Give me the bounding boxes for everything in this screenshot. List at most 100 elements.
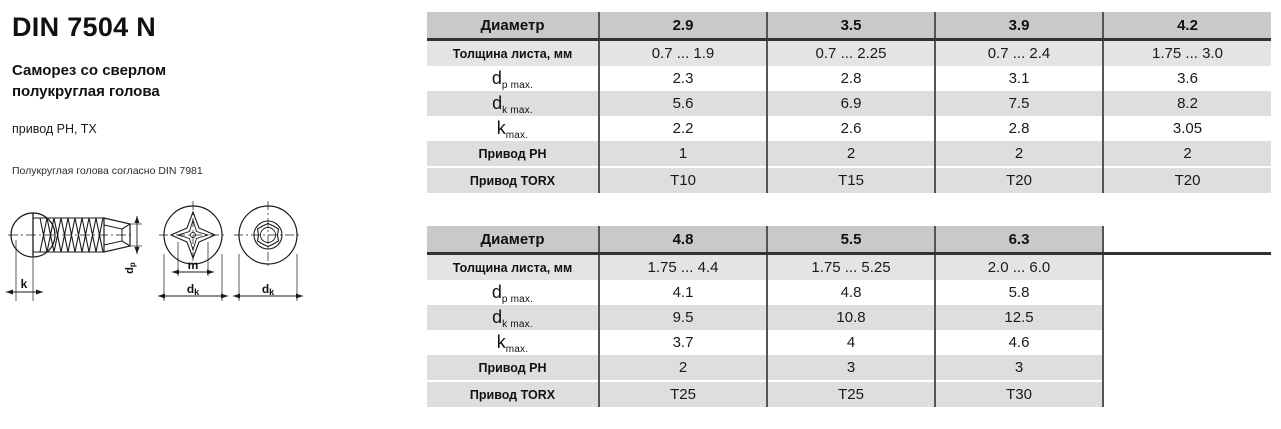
cell-value: 2	[935, 141, 1104, 167]
product-info-panel: DIN 7504 N Саморез со сверлом полукругла…	[0, 0, 420, 429]
header-diameter-value: 4.8	[599, 226, 768, 255]
symbol-main: d	[491, 282, 502, 302]
cell-value: 4.8	[767, 280, 936, 305]
symbol-main: k	[496, 332, 506, 352]
cell-value: 2.3	[599, 66, 768, 91]
cell-value: 2	[599, 355, 768, 381]
table-row: Толщина листа, мм 1.75 ... 4.4 1.75 ... …	[427, 253, 1271, 280]
phillips-head-top-view-group: m dk	[158, 201, 228, 301]
cell-value: T20	[1103, 166, 1271, 193]
cell-value: 2.8	[935, 116, 1104, 141]
dim-k-label: k	[21, 277, 28, 291]
cell-value: T25	[767, 380, 936, 407]
cell-value: 4.1	[599, 280, 768, 305]
torx-head-top-view-group: dk	[233, 201, 303, 301]
cell-value: 3	[767, 355, 936, 381]
table-row: Привод PH 1 2 2 2	[427, 141, 1271, 167]
symbol-main: d	[491, 68, 502, 88]
empty-cell	[1103, 380, 1271, 407]
row-label-drive-torx: Привод TORX	[427, 380, 600, 407]
dim-m-label: m	[188, 258, 199, 272]
standard-reference-note: Полукруглая голова согласно DIN 7981	[12, 165, 203, 177]
table-row: Привод TORX T25 T25 T30	[427, 380, 1271, 407]
cell-value: 1	[599, 141, 768, 167]
empty-cell	[1103, 355, 1271, 381]
cell-value: T15	[767, 166, 936, 193]
technical-drawings: k dp	[0, 196, 320, 311]
row-label-k-max: kmax.	[427, 116, 600, 141]
cell-value: 4.6	[935, 330, 1104, 355]
symbol-sub: k max.	[502, 319, 533, 330]
cell-value: 5.8	[935, 280, 1104, 305]
product-name: Саморез со сверлом полукруглая голова	[12, 60, 166, 102]
specification-table-large-diameters: Диаметр 4.8 5.5 6.3 Толщина листа, мм 1.…	[427, 226, 1271, 407]
empty-cell	[1103, 330, 1271, 355]
dim-dk-torx-label: dk	[262, 282, 275, 297]
cell-value: T25	[599, 380, 768, 407]
table-row: kmax. 2.2 2.6 2.8 3.05	[427, 116, 1271, 141]
row-label-sheet-thickness: Толщина листа, мм	[427, 253, 600, 280]
header-diameter-value: 5.5	[767, 226, 936, 255]
table-row: kmax. 3.7 4 4.6	[427, 330, 1271, 355]
cell-value: 6.9	[767, 91, 936, 116]
cell-value: 1.75 ... 4.4	[599, 253, 768, 280]
cell-value: 1.75 ... 3.0	[1103, 39, 1271, 66]
screw-side-view-group: k dp	[6, 212, 142, 301]
symbol-main: d	[492, 93, 503, 113]
empty-cell	[1103, 253, 1271, 280]
row-label-k-max: kmax.	[427, 330, 600, 355]
row-label-sheet-thickness: Толщина листа, мм	[427, 39, 600, 66]
row-label-drive-torx: Привод TORX	[427, 166, 600, 193]
header-diameter-value: 2.9	[599, 12, 768, 41]
cell-value: 2.0 ... 6.0	[935, 253, 1104, 280]
drive-types-label: привод PH, TX	[12, 122, 97, 136]
cell-value: 0.7 ... 2.25	[767, 39, 936, 66]
cell-value: 2.8	[767, 66, 936, 91]
table-row: dp max. 4.1 4.8 5.8	[427, 280, 1271, 305]
cell-value: 8.2	[1103, 91, 1271, 116]
row-label-dp-max: dp max.	[427, 280, 600, 305]
header-diameter-label: Диаметр	[427, 12, 600, 41]
header-diameter-value: 6.3	[935, 226, 1104, 255]
cell-value: 2	[1103, 141, 1271, 167]
cell-value: T30	[935, 380, 1104, 407]
symbol-sub: p max.	[501, 80, 534, 91]
row-label-drive-ph: Привод PH	[427, 141, 600, 167]
cell-value: 3	[935, 355, 1104, 381]
symbol-main: k	[496, 118, 506, 138]
cell-value: T20	[935, 166, 1104, 193]
row-label-dk-max: dk max.	[427, 91, 600, 116]
table-row: dk max. 9.5 10.8 12.5	[427, 305, 1271, 330]
header-empty-cell	[1103, 226, 1271, 255]
table-row: dp max. 2.3 2.8 3.1 3.6	[427, 66, 1271, 91]
cell-value: 3.6	[1103, 66, 1271, 91]
header-diameter-value: 3.9	[935, 12, 1104, 41]
cell-value: 12.5	[935, 305, 1104, 330]
cell-value: 4	[767, 330, 936, 355]
header-diameter-label: Диаметр	[427, 226, 600, 255]
empty-cell	[1103, 305, 1271, 330]
technical-drawings-svg: k dp	[6, 201, 303, 301]
header-diameter-value: 4.2	[1103, 12, 1271, 41]
table-row: dk max. 5.6 6.9 7.5 8.2	[427, 91, 1271, 116]
table-row: Привод PH 2 3 3	[427, 355, 1271, 381]
cell-value: 10.8	[767, 305, 936, 330]
cell-value: 0.7 ... 2.4	[935, 39, 1104, 66]
row-label-dk-max: dk max.	[427, 305, 600, 330]
cell-value: 0.7 ... 1.9	[599, 39, 768, 66]
symbol-main: d	[492, 307, 503, 327]
product-name-line2: полукруглая голова	[12, 83, 160, 100]
table-row: Привод TORX T10 T15 T20 T20	[427, 166, 1271, 193]
page-title: DIN 7504 N	[12, 12, 157, 42]
table-header-row: Диаметр 2.9 3.5 3.9 4.2	[427, 12, 1271, 41]
specification-table-small-diameters: Диаметр 2.9 3.5 3.9 4.2 Толщина листа, м…	[427, 12, 1271, 193]
cell-value: 3.7	[599, 330, 768, 355]
dim-dp-label: dp	[124, 262, 137, 274]
cell-value: 7.5	[935, 91, 1104, 116]
empty-cell	[1103, 280, 1271, 305]
cell-value: 2.6	[767, 116, 936, 141]
cell-value: 5.6	[599, 91, 768, 116]
symbol-sub: k max.	[502, 105, 533, 116]
dim-dk-ph-label: dk	[187, 282, 200, 297]
cell-value: T10	[599, 166, 768, 193]
